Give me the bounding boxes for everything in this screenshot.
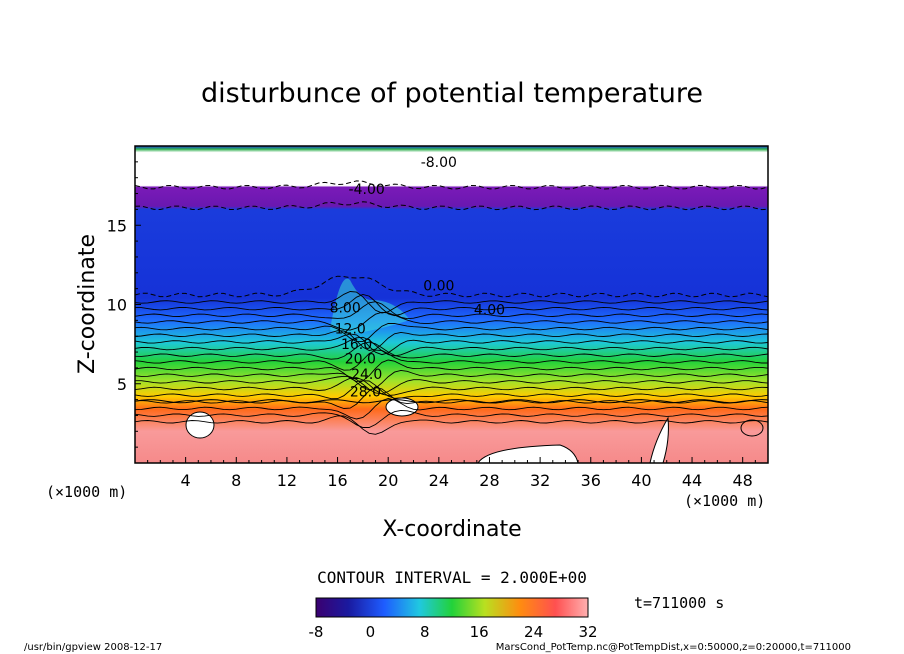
negative-contour-line <box>134 201 769 211</box>
contour-line <box>134 349 768 371</box>
contour-label: 24.0 <box>351 367 382 383</box>
contour-line <box>134 330 769 351</box>
chart-title: disturbunce of potential temperature <box>201 78 703 109</box>
negative-contour-line <box>134 275 769 298</box>
contour-label: 4.00 <box>474 302 505 318</box>
colorbar-tick-label: 24 <box>524 623 543 641</box>
contour-line <box>134 341 769 360</box>
x-tick-label: 16 <box>327 471 347 490</box>
y-tick-label: 5 <box>117 375 127 394</box>
contour-label: 12.0 <box>335 321 366 337</box>
warm-anomaly-region <box>649 416 669 464</box>
negative-contour-line <box>134 180 769 190</box>
contour-label: 0.00 <box>423 278 454 294</box>
contour-line <box>134 294 769 317</box>
x-tick-label: 20 <box>378 471 398 490</box>
x-tick-label: 12 <box>277 471 297 490</box>
contour-line <box>134 311 769 331</box>
contour-line <box>135 375 769 395</box>
heatmap-field <box>135 146 768 463</box>
contour-line <box>134 359 769 382</box>
contour-label: 28.0 <box>350 385 381 401</box>
x-unit-left: (×1000 m) <box>46 483 127 501</box>
x-tick-label: 32 <box>530 471 550 490</box>
x-axis-label: X-coordinate <box>382 517 521 542</box>
colorbar-tick-label: 0 <box>366 623 376 641</box>
x-tick-label: 8 <box>231 471 241 490</box>
colorbar-tick-label: 16 <box>470 623 489 641</box>
x-unit-right: (×1000 m) <box>684 492 765 510</box>
warm-anomaly-region <box>185 411 215 439</box>
contour-line <box>134 377 769 396</box>
y-axis-label: Z-coordinate <box>75 234 100 374</box>
contour-line <box>134 336 769 357</box>
x-tick-label: 36 <box>581 471 601 490</box>
x-tick-label: 24 <box>429 471 449 490</box>
contour-label: -4.00 <box>349 182 385 198</box>
contour-line <box>134 322 769 343</box>
contour-label: -8.00 <box>421 155 457 171</box>
colorbar-tick-label: -8 <box>309 623 324 641</box>
colorbar-tick-label: 8 <box>420 623 430 641</box>
y-tick-label: 15 <box>107 216 127 235</box>
contour-line <box>134 415 769 435</box>
x-tick-label: 40 <box>631 471 651 490</box>
x-tick-label: 4 <box>181 471 191 490</box>
y-tick-label: 10 <box>107 296 127 315</box>
colorbar <box>315 597 589 618</box>
contour-line <box>134 333 769 356</box>
footer-right: MarsCond_PotTemp.nc@PotTempDist,x=0:5000… <box>496 642 851 653</box>
contour-label: 20.0 <box>345 351 376 367</box>
contour-line <box>134 291 769 314</box>
warm-anomaly-region <box>477 444 579 464</box>
contour-line <box>134 301 769 320</box>
x-tick-label: 28 <box>479 471 499 490</box>
disturbance-plume <box>330 278 410 335</box>
x-tick-label: 48 <box>733 471 753 490</box>
contour-label: 8.00 <box>330 301 361 317</box>
contour-line <box>134 398 769 420</box>
contour-line <box>134 387 769 409</box>
contour-line <box>134 409 769 428</box>
contour-label: 16.0 <box>341 337 372 353</box>
contour-line <box>134 399 769 404</box>
x-tick-label: 44 <box>682 471 702 490</box>
footer-left: /usr/bin/gpview 2008-12-17 <box>24 642 162 653</box>
plot-area <box>134 145 769 464</box>
contour-interval-label: CONTOUR INTERVAL = 2.000E+00 <box>317 568 587 587</box>
colorbar-tick-label: 32 <box>578 623 597 641</box>
time-label: t=711000 s <box>634 594 724 612</box>
contour-line <box>134 380 769 400</box>
contour-line <box>134 369 769 391</box>
warm-anomaly-region <box>740 419 764 437</box>
